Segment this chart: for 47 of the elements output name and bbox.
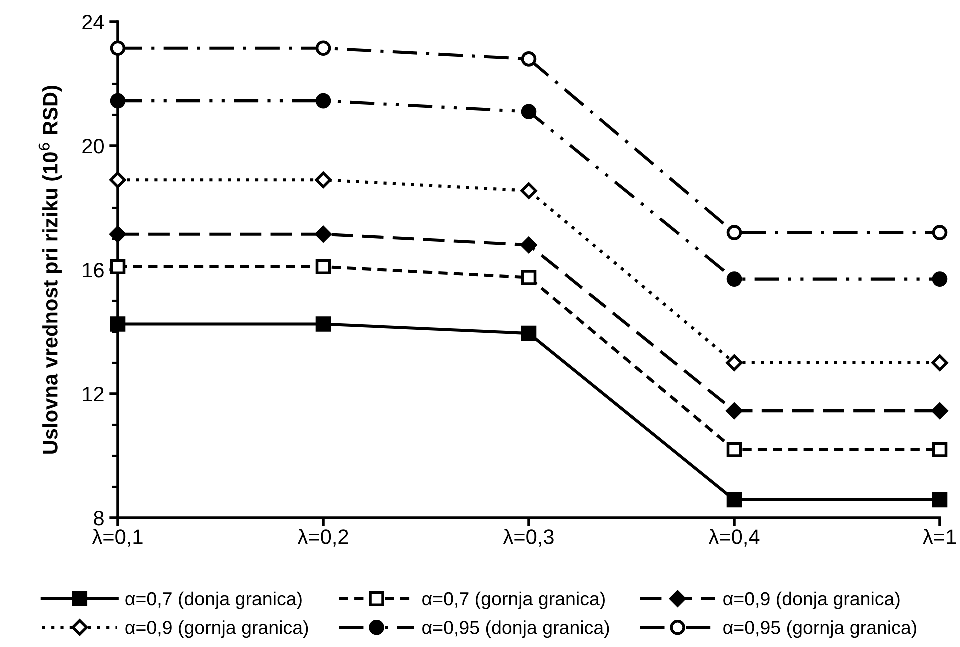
point	[110, 259, 126, 275]
y-tick-label: 24	[82, 15, 104, 30]
legend-label: α=0,95 (donja granica)	[422, 620, 610, 638]
point	[726, 225, 742, 240]
y-tick-label: 12	[83, 387, 104, 402]
point	[932, 492, 948, 508]
point	[521, 326, 537, 342]
legend-label: α=0,9 (donja granica)	[724, 592, 900, 610]
point	[726, 354, 743, 372]
y-tick-label: 20	[82, 139, 104, 154]
y-tick-label: 8	[94, 511, 104, 526]
x-tick-label: λ=0,4	[708, 529, 760, 547]
point	[520, 236, 538, 254]
point	[315, 226, 332, 243]
point	[110, 316, 126, 332]
y-tick-label: 16	[83, 263, 104, 278]
point	[316, 93, 332, 109]
point	[932, 354, 948, 372]
point	[932, 225, 948, 240]
point	[110, 93, 126, 109]
point	[520, 182, 538, 200]
point	[110, 40, 126, 56]
point	[521, 52, 537, 67]
point	[932, 272, 948, 287]
point	[932, 442, 948, 458]
point	[110, 226, 126, 243]
legend-label: α=0,7 (gornja granica)	[422, 592, 605, 610]
x-tick-label: λ=0,1	[92, 529, 143, 547]
point	[932, 402, 948, 420]
legend-label: α=0,7 (donja granica)	[126, 592, 302, 610]
y-axis-title: Uslovna vrednost pri riziku (10$^{6}$ RSD)	[38, 86, 62, 454]
x-tick-label: λ=1	[923, 529, 956, 544]
point	[726, 442, 742, 458]
point	[315, 172, 332, 188]
point	[521, 270, 537, 286]
x-tick-label: λ=0,2	[298, 529, 348, 547]
point	[316, 259, 332, 275]
point	[110, 172, 126, 188]
point	[316, 40, 332, 56]
legend-label: α=0,9 (gornja granica)	[126, 620, 308, 638]
point	[316, 316, 332, 332]
x-tick-label: λ=0,3	[503, 529, 554, 547]
legend-label: α=0,95 (gornja granica)	[724, 620, 916, 638]
point	[726, 492, 742, 508]
point	[521, 104, 537, 120]
point	[726, 402, 743, 420]
point	[726, 272, 742, 287]
